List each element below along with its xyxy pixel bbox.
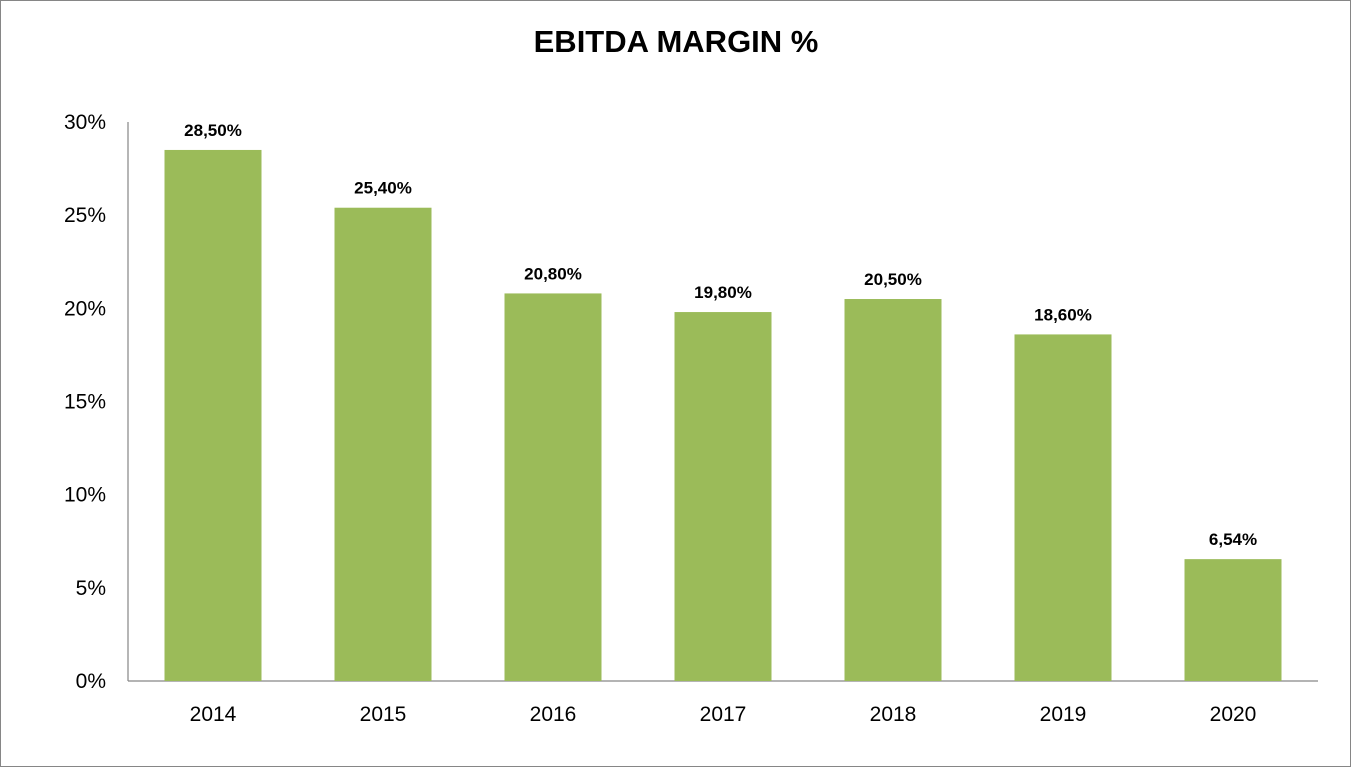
- y-tick-label: 20%: [64, 297, 106, 320]
- bar-2020: [1184, 559, 1282, 681]
- data-label: 18,60%: [1034, 305, 1092, 324]
- chart-title: EBITDA MARGIN %: [534, 24, 819, 59]
- x-tick-label: 2019: [1040, 703, 1087, 726]
- y-tick-label: 30%: [64, 111, 106, 134]
- x-tick-label: 2016: [530, 703, 577, 726]
- y-tick-label: 10%: [64, 484, 106, 507]
- y-tick-label: 25%: [64, 204, 106, 227]
- y-tick-label: 5%: [76, 577, 106, 600]
- x-tick-label: 2014: [190, 703, 237, 726]
- x-tick-label: 2018: [870, 703, 917, 726]
- bar-2019: [1014, 334, 1112, 681]
- data-label: 20,50%: [864, 270, 922, 289]
- data-label: 20,80%: [524, 264, 582, 283]
- y-tick-label: 15%: [64, 391, 106, 414]
- bar-2017: [674, 312, 772, 681]
- x-tick-label: 2020: [1210, 703, 1257, 726]
- bar-2015: [334, 207, 432, 682]
- bars: 28,50% 25,40% 20,80% 19,80% 20,50% 18,60% 6,54…: [164, 121, 1282, 682]
- x-tick-label: 2015: [360, 703, 407, 726]
- bar-2014: [164, 149, 262, 681]
- y-axis: 0% 5% 10% 15% 20% 25% 30%: [64, 111, 129, 693]
- data-label: 28,50%: [184, 121, 242, 140]
- y-tick-label: 0%: [76, 670, 106, 693]
- bar-2018: [844, 299, 942, 681]
- x-tick-label: 2017: [700, 703, 747, 726]
- data-label: 19,80%: [694, 283, 752, 302]
- data-label: 25,40%: [354, 179, 412, 198]
- bar-2016: [504, 293, 602, 681]
- x-axis: 2014 2015 2016 2017 2018 2019 2020: [128, 680, 1318, 726]
- data-label: 6,54%: [1209, 530, 1257, 549]
